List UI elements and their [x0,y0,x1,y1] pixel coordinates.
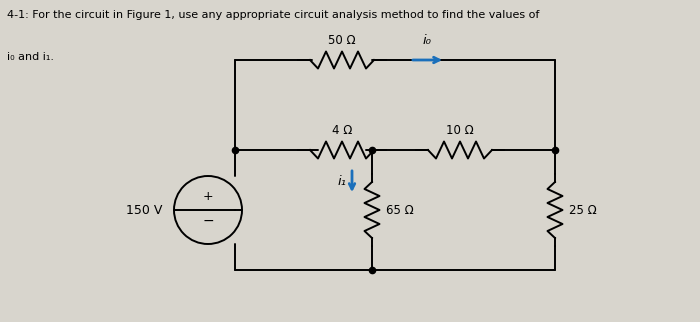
Text: 50 Ω: 50 Ω [328,34,356,47]
Text: −: − [202,214,214,228]
Text: 150 V: 150 V [125,204,162,216]
Text: 10 Ω: 10 Ω [446,124,474,137]
Text: 4-1: For the circuit in Figure 1, use any appropriate circuit analysis method to: 4-1: For the circuit in Figure 1, use an… [7,10,540,20]
Text: 65 Ω: 65 Ω [386,204,414,216]
Text: 25 Ω: 25 Ω [569,204,596,216]
Text: i₁: i₁ [338,175,347,188]
Text: i₀ and i₁.: i₀ and i₁. [7,52,54,62]
Text: 4 Ω: 4 Ω [332,124,352,137]
Text: +: + [203,191,214,204]
Text: i₀: i₀ [423,34,432,47]
